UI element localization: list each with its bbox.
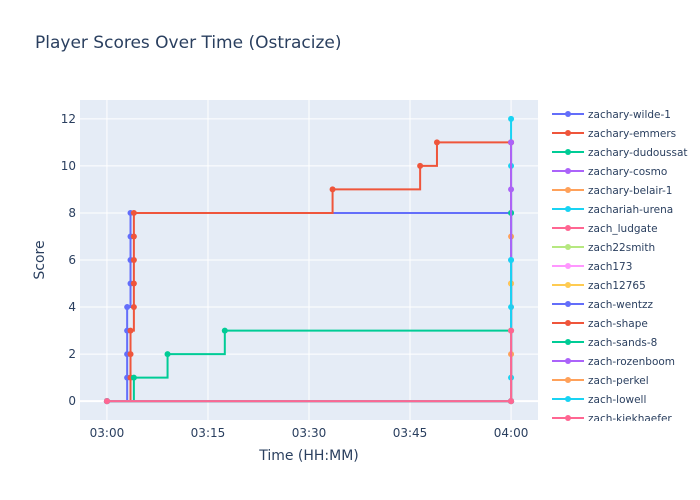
data-point[interactable] [221,327,228,334]
legend-swatch-marker [565,358,571,364]
data-point[interactable] [417,162,424,169]
legend-label: zach-shape [588,318,648,330]
chart-title: Player Scores Over Time (Ostracize) [35,33,342,53]
legend-item[interactable]: zach-lowell [552,394,646,406]
data-point[interactable] [433,139,440,146]
y-tick-label: 2 [68,347,76,361]
data-point[interactable] [508,327,515,334]
legend-swatch-marker [565,187,571,193]
legend-label: zach22smith [588,242,655,254]
legend-item[interactable]: zachariah-urena [552,204,673,216]
legend-label: zach-sands-8 [588,337,657,349]
legend-label: zachary-wilde-1 [588,109,671,121]
series-zach-kiekhaefer[interactable] [103,327,515,405]
legend-label: zach12765 [588,280,646,292]
x-tick-label: 03:00 [90,426,125,440]
legend-item[interactable]: zachary-belair-1 [552,185,672,197]
data-point[interactable] [103,398,110,405]
legend-swatch-marker [565,168,571,174]
legend-label: zachariah-urena [588,204,673,216]
legend-label: zach-lowell [588,394,646,406]
x-tick-label: 03:30 [292,426,327,440]
data-point[interactable] [130,374,137,381]
legend-swatch-marker [565,320,571,326]
data-point[interactable] [508,115,515,122]
legend-item[interactable]: zachary-wilde-1 [552,109,671,121]
y-tick-label: 8 [68,206,76,220]
legend[interactable]: zachary-wilde-1 zachary-emmers zachary-dud… [552,109,688,425]
legend-item[interactable]: zach_ludgate [552,223,658,235]
legend-swatch-marker [565,377,571,383]
legend-label: zach-rozenboom [588,356,675,368]
data-point[interactable] [130,257,137,263]
data-point[interactable] [127,351,134,358]
legend-swatch-marker [565,244,571,250]
legend-label: zachary-belair-1 [588,185,672,197]
legend-item[interactable]: zachary-dudoussat [552,147,688,159]
data-point[interactable] [164,351,171,358]
x-tick-label: 04:00 [494,426,529,440]
legend-swatch-marker [565,301,571,307]
y-tick-label: 4 [68,300,76,314]
legend-swatch-marker [565,130,571,136]
x-tick-label: 03:45 [393,426,428,440]
legend-label: zachary-emmers [588,128,676,140]
data-point[interactable] [124,304,131,311]
legend-item[interactable]: zach12765 [552,280,646,292]
data-point[interactable] [130,280,137,287]
legend-swatch-marker [565,149,571,155]
series-line [106,329,512,403]
legend-swatch-marker [565,111,571,117]
legend-swatch-marker [565,263,571,269]
legend-swatch-marker [565,225,571,231]
legend-item[interactable]: zach-kiekhaefer [552,413,672,425]
x-tick-label: 03:15 [191,426,226,440]
x-axis-label: Time (HH:MM) [258,448,359,464]
legend-item[interactable]: zach-wentzz [552,299,653,311]
legend-item[interactable]: zach173 [552,261,632,273]
legend-item[interactable]: zach22smith [552,242,655,254]
legend-item[interactable]: zachary-emmers [552,128,676,140]
legend-label: zach_ludgate [588,223,658,235]
data-point[interactable] [508,257,515,263]
data-point[interactable] [130,209,137,216]
data-point[interactable] [130,304,137,311]
legend-swatch-marker [565,339,571,345]
y-tick-label: 6 [68,253,76,267]
data-point[interactable] [508,398,515,405]
legend-item[interactable]: zach-shape [552,318,648,330]
legend-label: zach-perkel [588,375,649,387]
y-axis-label: Score [32,240,48,279]
legend-item[interactable]: zach-perkel [552,375,649,387]
data-point[interactable] [127,327,134,334]
ticks: 0 2 4 6 8 10 12 03:00 03:15 03:30 03:45 04:00 [61,112,529,440]
legend-label: zach-wentzz [588,299,653,311]
legend-label: zachary-cosmo [588,166,667,178]
legend-swatch-marker [565,396,571,402]
y-tick-label: 0 [68,394,76,408]
legend-item[interactable]: zachary-cosmo [552,166,667,178]
legend-swatch-marker [565,415,571,421]
y-tick-label: 10 [61,159,76,173]
legend-item[interactable]: zach-rozenboom [552,356,675,368]
series-layer [103,115,515,405]
legend-swatch-marker [565,282,571,288]
data-point[interactable] [130,233,137,240]
data-point[interactable] [329,186,336,193]
legend-item[interactable]: zach-sands-8 [552,337,657,349]
legend-label: zach-kiekhaefer [588,413,672,425]
y-tick-label: 12 [61,112,76,126]
data-point[interactable] [508,139,515,146]
legend-label: zachary-dudoussat [588,147,688,159]
legend-swatch-marker [565,206,571,212]
legend-label: zach173 [588,261,632,273]
